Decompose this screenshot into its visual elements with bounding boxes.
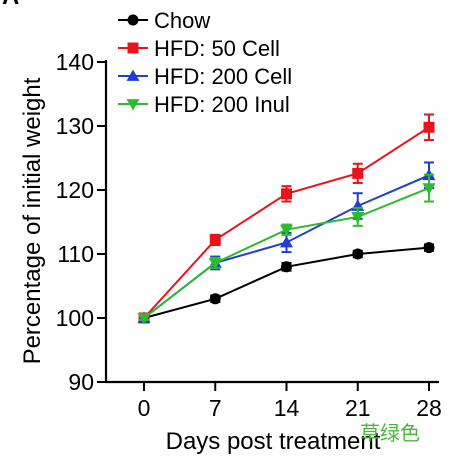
legend-label: Chow bbox=[154, 8, 210, 33]
legend: Chow HFD: 50 Cell HFD: 200 Cell HFD: 200 In… bbox=[118, 8, 292, 117]
watermark: 草绿色 bbox=[360, 421, 420, 445]
legend-marker bbox=[127, 14, 139, 26]
x-tick-label: 0 bbox=[138, 395, 151, 421]
data-point bbox=[209, 293, 221, 305]
legend-item: HFD: 200 Cell bbox=[118, 64, 292, 89]
x-tick-label: 21 bbox=[345, 395, 371, 421]
legend-marker bbox=[127, 42, 139, 54]
legend-item: Chow bbox=[118, 8, 210, 33]
data-point bbox=[422, 183, 436, 195]
data-point bbox=[281, 261, 292, 273]
y-tick-label: 110 bbox=[57, 241, 94, 267]
y-tick-label: 120 bbox=[56, 177, 94, 203]
data-point bbox=[280, 224, 293, 237]
legend-item: HFD: 200 Inul bbox=[118, 92, 290, 117]
axes: 90 100 110 120 130 140 0 7 14 21 28 bbox=[56, 49, 442, 421]
series-hfd-200-inul bbox=[137, 173, 436, 325]
series-layer bbox=[137, 113, 436, 325]
y-tick-label: 90 bbox=[68, 369, 94, 395]
y-tick-label: 140 bbox=[56, 49, 94, 75]
legend-marker bbox=[126, 69, 140, 81]
data-point bbox=[209, 234, 221, 246]
legend-marker bbox=[126, 99, 140, 111]
data-point bbox=[352, 248, 364, 260]
panel-label: A bbox=[2, 0, 19, 10]
data-point bbox=[208, 258, 222, 270]
x-tick-label: 14 bbox=[274, 395, 300, 421]
legend-label: HFD: 50 Cell bbox=[154, 36, 280, 61]
x-tick-label: 28 bbox=[416, 395, 442, 421]
y-tick-label: 130 bbox=[56, 113, 94, 139]
legend-label: HFD: 200 Cell bbox=[154, 64, 292, 89]
data-point bbox=[281, 188, 292, 200]
data-point bbox=[423, 121, 435, 133]
data-point bbox=[423, 242, 435, 254]
y-tick-label: 100 bbox=[56, 305, 94, 331]
x-axis-title: Days post treatment bbox=[166, 428, 381, 455]
series-line bbox=[143, 126, 430, 319]
data-point bbox=[351, 212, 365, 224]
data-point bbox=[280, 235, 293, 248]
y-axis-title: Percentage of initial weight bbox=[19, 77, 46, 364]
legend-item: HFD: 50 Cell bbox=[118, 36, 280, 61]
series-hfd-50-cell bbox=[138, 113, 435, 324]
x-tick-label: 7 bbox=[209, 395, 222, 421]
data-point bbox=[137, 313, 151, 325]
series-line bbox=[143, 246, 430, 319]
series-chow bbox=[138, 242, 435, 324]
data-point bbox=[352, 167, 364, 179]
legend-label: HFD: 200 Inul bbox=[154, 92, 290, 117]
